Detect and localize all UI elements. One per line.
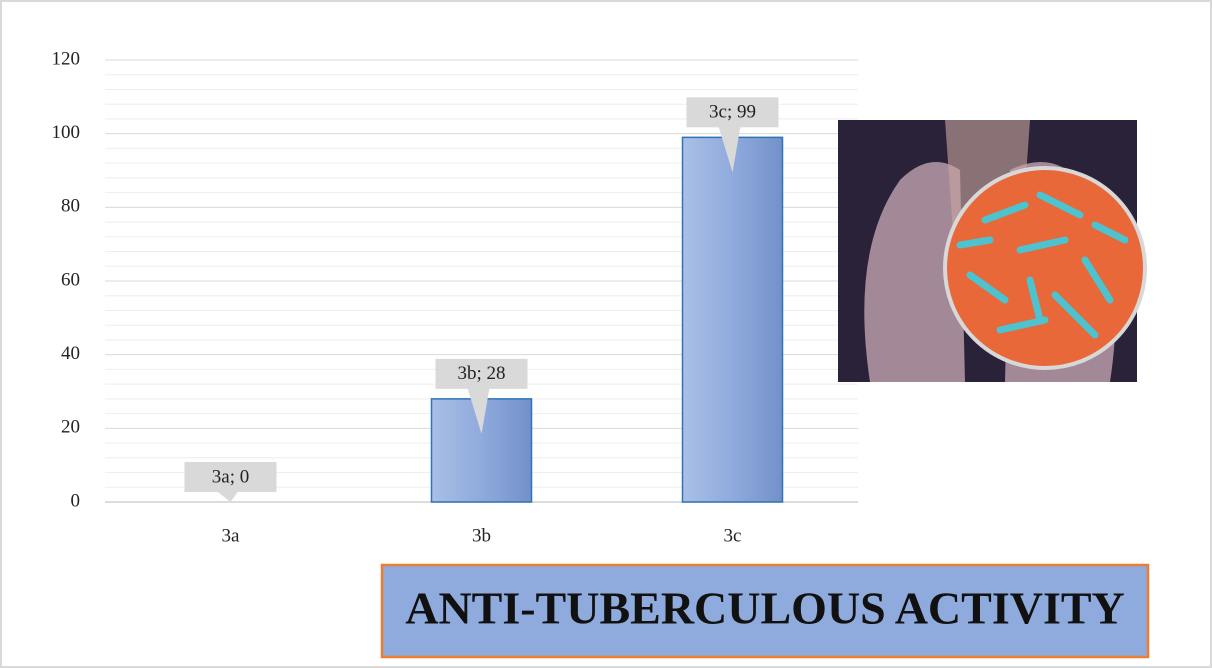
- y-tick-label: 20: [61, 417, 80, 438]
- page: ANTI-TUBERCULOUS ACTIVITY 0 20 40 60 80 100 12…: [0, 0, 1212, 668]
- chart-title: ANTI-TUBERCULOUS ACTIVITY: [405, 583, 1125, 634]
- y-tick-label: 120: [52, 48, 81, 69]
- y-tick-label: 40: [61, 343, 80, 364]
- x-tick-label: 3c: [724, 525, 742, 546]
- y-tick-label: 80: [61, 196, 80, 217]
- chart: ANTI-TUBERCULOUS ACTIVITY 0 20 40 60 80 100 12…: [0, 0, 1212, 668]
- x-tick-label: 3b: [472, 525, 491, 546]
- data-label: 3c; 99: [709, 102, 756, 123]
- y-tick-label: 100: [52, 122, 81, 143]
- y-tick-label: 0: [71, 490, 81, 511]
- illustration: [838, 120, 1145, 382]
- data-label: 3a; 0: [212, 466, 249, 487]
- bar: [683, 137, 783, 502]
- x-tick-label: 3a: [222, 525, 241, 546]
- y-tick-label: 60: [61, 269, 80, 290]
- data-label: 3b; 28: [457, 363, 505, 384]
